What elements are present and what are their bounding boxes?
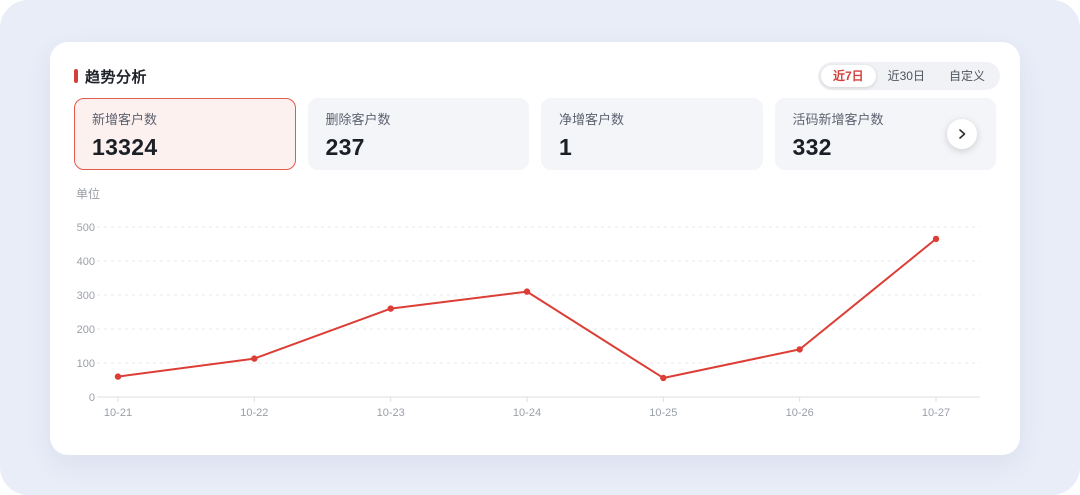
svg-text:10-27: 10-27 xyxy=(922,407,950,419)
panel-title-text: 趋势分析 xyxy=(85,68,148,86)
trend-line-chart[interactable]: 0 100 200 300 400 500 10-21 10-22 10-23 10-24 10-2… xyxy=(65,214,1005,449)
tab-last-30-days[interactable]: 近30日 xyxy=(887,69,925,83)
svg-text:200: 200 xyxy=(77,324,95,336)
stat-card-net-customers[interactable]: 净增客户数 1 xyxy=(541,98,763,170)
stat-card-value: 237 xyxy=(325,134,365,160)
stat-card-value: 332 xyxy=(792,134,832,160)
tab-custom-range[interactable]: 自定义 xyxy=(948,69,985,83)
svg-text:10-22: 10-22 xyxy=(240,407,268,419)
tab-last-7-days[interactable]: 近7日 xyxy=(820,65,876,87)
stat-card-label: 活码新增客户数 xyxy=(792,112,884,127)
stat-card-label: 新增客户数 xyxy=(92,112,158,127)
scroll-next-button[interactable] xyxy=(947,119,977,149)
svg-text:10-23: 10-23 xyxy=(377,407,405,419)
svg-text:0: 0 xyxy=(89,392,95,404)
stat-card-new-customers[interactable]: 新增客户数 13324 xyxy=(74,98,296,170)
title-accent-bar xyxy=(74,69,78,83)
svg-text:10-26: 10-26 xyxy=(786,407,814,419)
svg-text:10-25: 10-25 xyxy=(649,407,677,419)
panel-header: 趋势分析 近7日 近30日 自定义 xyxy=(50,42,1020,90)
panel-title: 趋势分析 xyxy=(74,66,147,87)
y-axis-unit-label: 单位 xyxy=(76,187,101,201)
stat-card-label: 删除客户数 xyxy=(325,112,391,127)
svg-text:500: 500 xyxy=(77,222,95,234)
date-range-tabs: 近7日 近30日 自定义 xyxy=(817,62,1000,90)
trend-analysis-panel: 趋势分析 近7日 近30日 自定义 新增客户数 13324 删除客户数 237 … xyxy=(50,42,1020,455)
stat-cards-row: 新增客户数 13324 删除客户数 237 净增客户数 1 活码新增客户数 33… xyxy=(50,98,1020,170)
svg-text:10-21: 10-21 xyxy=(104,407,132,419)
stat-card-deleted-customers[interactable]: 删除客户数 237 xyxy=(307,98,529,170)
svg-text:300: 300 xyxy=(77,290,95,302)
svg-text:400: 400 xyxy=(77,256,95,268)
trend-chart-area: 单位 0 100 200 300 400 500 10-21 10-22 10-23 10-24 1… xyxy=(50,186,1020,449)
chevron-right-icon xyxy=(959,129,966,139)
svg-text:10-24: 10-24 xyxy=(513,407,541,419)
stat-card-value: 13324 xyxy=(92,134,158,160)
svg-text:100: 100 xyxy=(77,358,95,370)
stat-card-value: 1 xyxy=(559,134,573,160)
stat-card-label: 净增客户数 xyxy=(559,112,625,127)
